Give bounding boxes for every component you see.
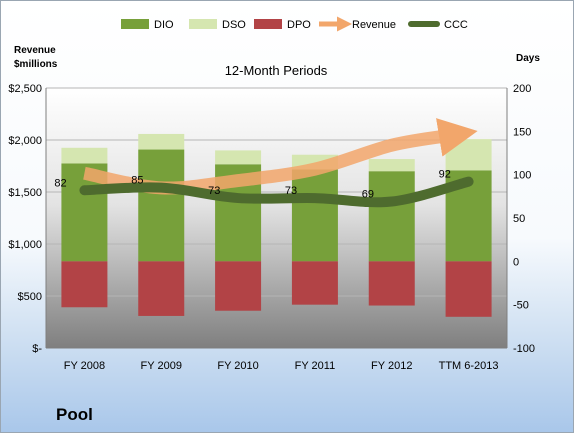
legend-swatch-dpo [254, 19, 282, 29]
category-label: FY 2009 [141, 360, 182, 372]
ccc-series: 82 85 73 73 69 92 [54, 169, 474, 208]
right-tick-label: 100 [513, 170, 531, 182]
category-label: FY 2011 [295, 360, 336, 372]
revenue-point [314, 168, 316, 170]
left-tick-label: $1,500 [8, 187, 42, 199]
left-tick-label: $2,000 [8, 135, 42, 147]
bar-dpo [368, 261, 415, 306]
right-tick-label: 50 [513, 213, 525, 225]
left-tick-label: $1,000 [8, 239, 42, 251]
legend: DIO DSO DPO Revenue CCC [121, 16, 468, 32]
bar-stacks [61, 133, 492, 317]
ccc-point [237, 197, 239, 199]
legend-swatch-dso [189, 19, 217, 29]
revenue-point [391, 144, 393, 146]
ccc-data-label: 82 [54, 177, 66, 189]
left-tick-label: $- [32, 343, 42, 355]
bar-dio [368, 171, 415, 262]
ccc-point [391, 201, 393, 203]
right-axis-title: Days [516, 53, 540, 64]
bar-dso [61, 147, 108, 164]
right-tick-label: 0 [513, 256, 519, 268]
ccc-data-label: 73 [285, 185, 297, 197]
ccc-data-label: 85 [131, 175, 143, 187]
revenue-point [237, 180, 239, 182]
right-tick-label: 150 [513, 126, 531, 138]
legend-swatch-dio [121, 19, 149, 29]
revenue-point [468, 134, 470, 136]
bar-dio [291, 169, 338, 262]
category-label: TTM 6-2013 [439, 360, 499, 372]
axes: $2,500 $2,000 $1,500 $1,000 $500 $- 200 150 100 5… [8, 83, 535, 372]
left-tick-label: $500 [18, 291, 42, 303]
bar-dso [215, 150, 262, 165]
bar-dio [138, 149, 185, 262]
ccc-line [79, 176, 474, 208]
legend-label: CCC [444, 19, 468, 31]
bar-dso [138, 133, 185, 150]
chart-title: 12-Month Periods [225, 63, 328, 78]
bar-dso [368, 159, 415, 172]
ccc-point [83, 189, 85, 191]
company-name: Pool [56, 405, 93, 424]
right-tick-label: -50 [513, 300, 529, 312]
right-tick-label: 200 [513, 83, 531, 95]
ccc-data-label: 69 [362, 189, 374, 201]
bar-dpo [215, 261, 262, 311]
legend-label: DIO [154, 19, 174, 31]
revenue-point [83, 172, 85, 174]
category-label: FY 2008 [64, 360, 105, 372]
bar-dso [445, 139, 492, 171]
ccc-point [314, 197, 316, 199]
bar-dpo [291, 261, 338, 305]
legend-label: DSO [222, 19, 246, 31]
ccc-data-label: 73 [208, 185, 220, 197]
legend-label: Revenue [352, 19, 396, 31]
bar-dpo [61, 261, 108, 308]
category-label: FY 2010 [217, 360, 258, 372]
bar-dpo [445, 261, 492, 317]
right-tick-label: -100 [513, 343, 535, 355]
left-axis-title-line2: $millions [14, 59, 58, 70]
left-tick-label: $2,500 [8, 83, 42, 95]
plot-area [46, 88, 507, 348]
bar-dpo [138, 261, 185, 316]
category-label: FY 2012 [371, 360, 412, 372]
ccc-point [160, 187, 162, 189]
legend-label: DPO [287, 19, 311, 31]
ccc-data-label: 92 [439, 169, 451, 181]
ccc-point [468, 181, 470, 183]
left-axis-title-line1: Revenue [14, 45, 56, 56]
